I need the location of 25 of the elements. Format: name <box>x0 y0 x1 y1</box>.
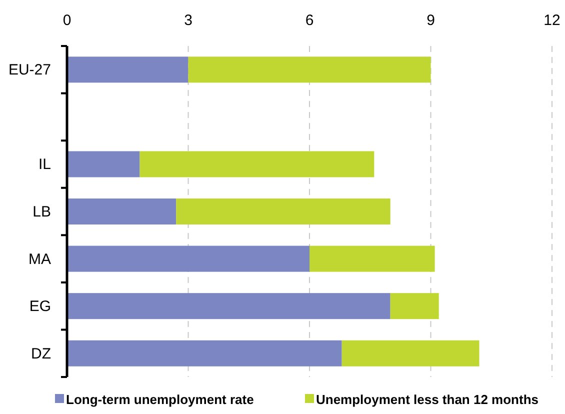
x-tick-label: 9 <box>426 12 435 29</box>
x-tick-label: 3 <box>184 12 192 29</box>
legend-label: Long-term unemployment rate <box>66 392 254 407</box>
y-tick-label: LB <box>32 204 51 220</box>
y-tick-label: EU-27 <box>8 62 51 79</box>
y-tick-label: MA <box>28 250 51 268</box>
y-tick-label: DZ <box>31 345 51 362</box>
x-tick-label: 6 <box>305 12 314 29</box>
bar <box>67 56 188 83</box>
bar <box>67 293 390 320</box>
x-tick-label: 0 <box>62 12 72 29</box>
y-tick-label: IL <box>38 156 51 174</box>
bar <box>188 56 431 83</box>
bar <box>67 246 310 272</box>
bar <box>176 198 390 225</box>
legend-label: Unemployment less than 12 months <box>316 392 538 407</box>
bar <box>390 293 439 320</box>
bar <box>342 340 480 366</box>
bar <box>67 151 140 178</box>
bar <box>310 246 435 272</box>
x-tick-label: 12 <box>544 12 560 29</box>
bar <box>140 151 374 178</box>
y-tick-label: EG <box>29 298 51 316</box>
bar <box>67 340 342 366</box>
bar <box>67 198 176 225</box>
